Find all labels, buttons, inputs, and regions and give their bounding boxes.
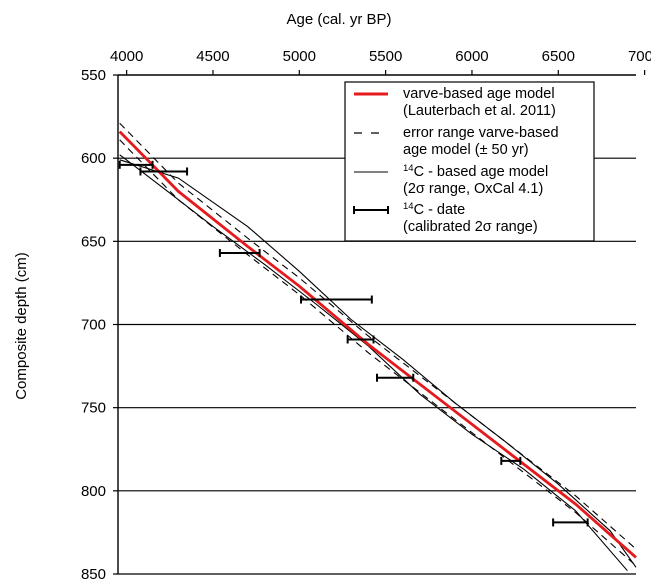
y-tick-label: 850 — [81, 566, 106, 581]
series-error-lower — [119, 139, 637, 567]
x-axis-title: Age (cal. yr BP) — [286, 11, 391, 28]
x-tick-label: 6500 — [542, 48, 575, 65]
y-tick-label: 600 — [81, 150, 106, 167]
x-tick-label: 7000 — [628, 48, 651, 65]
x-tick-label: 5000 — [283, 48, 316, 65]
legend-entry: 14C - date(calibrated 2σ range) — [353, 201, 538, 235]
legend-label: (2σ range, OxCal 4.1) — [403, 181, 543, 197]
series-varve-model — [118, 130, 637, 559]
y-axis-title: Composite depth (cm) — [13, 252, 30, 400]
legend-label: 14C - date — [403, 201, 465, 218]
y-tick-label: 550 — [81, 67, 106, 84]
legend-label: varve-based age model — [403, 86, 555, 102]
legend: varve-based age model(Lauterbach et al. … — [344, 81, 595, 242]
legend-label: error range varve-based — [403, 125, 559, 141]
c14-date-errorbar — [346, 335, 375, 344]
c14-date-errorbar — [118, 160, 154, 169]
legend-entry: varve-based age model(Lauterbach et al. … — [354, 86, 556, 119]
legend-label: (Lauterbach et al. 2011) — [403, 103, 556, 119]
legend-label: 14C - based age model — [403, 163, 548, 180]
c14-date-errorbar — [139, 167, 189, 176]
x-tick-label: 5500 — [369, 48, 402, 65]
series-c14-range-old — [119, 159, 637, 568]
c14-date-errorbar — [218, 248, 261, 257]
x-tick-label: 4500 — [196, 48, 229, 65]
legend-label: (calibrated 2σ range) — [403, 219, 538, 235]
c14-date-errorbar — [552, 518, 589, 527]
series-error-upper — [119, 122, 637, 550]
x-tick-label: 4000 — [110, 48, 143, 65]
c14-date-errorbar — [376, 373, 415, 382]
c14-date-errorbar — [300, 295, 373, 304]
legend-box — [344, 81, 595, 242]
x-tick-label: 6000 — [455, 48, 488, 65]
series-layer — [118, 122, 637, 572]
y-tick-label: 700 — [81, 317, 106, 334]
axes: 4000 4500 5000 5500 6000 6500 7000 550 600 650 700… — [81, 48, 651, 581]
legend-entry: 14C - based age model(2σ range, OxCal 4.… — [354, 163, 548, 197]
legend-label: age model (± 50 yr) — [403, 142, 529, 158]
c14-date-errorbar — [500, 456, 522, 465]
y-tick-label: 650 — [81, 233, 106, 250]
y-tick-label: 800 — [81, 483, 106, 500]
y-tick-label: 750 — [81, 400, 106, 417]
